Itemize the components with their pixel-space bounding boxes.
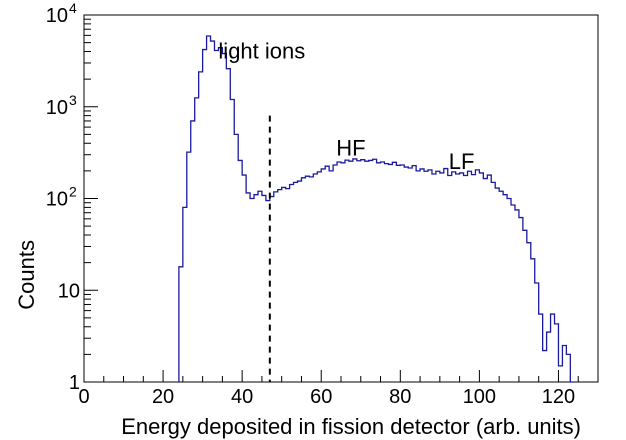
x-axis-label: Energy deposited in fission detector (ar… — [121, 414, 581, 439]
y-tick-label: 10 — [58, 280, 80, 302]
y-tick-label: 10 — [46, 189, 68, 211]
ticks — [83, 14, 599, 383]
x-tick-label: 80 — [389, 386, 411, 408]
annotation-label: light ions — [218, 39, 305, 64]
x-tick-label: 0 — [78, 386, 89, 408]
series-group — [178, 35, 575, 383]
x-tick-label: 60 — [310, 386, 332, 408]
y-tick-label: 10 — [46, 5, 68, 27]
annotations: light ions HF LF — [218, 39, 474, 174]
x-tick-label: 100 — [463, 386, 496, 408]
y-tick-exponent: 3 — [69, 92, 77, 108]
x-tick-label: 120 — [542, 386, 575, 408]
annotation-label: HF — [336, 136, 365, 161]
y-tick-label: 10 — [46, 97, 68, 119]
x-tick-label: 40 — [231, 386, 253, 408]
plot-frame — [83, 14, 599, 383]
y-tick-exponent: 2 — [69, 184, 77, 200]
axes — [83, 14, 599, 383]
y-tick-label: 1 — [69, 372, 80, 394]
y-tick-exponent: 4 — [69, 0, 77, 16]
x-tick-label: 20 — [152, 386, 174, 408]
histogram-step-line — [178, 35, 575, 383]
y-axis-label: Counts — [14, 240, 39, 310]
annotation-label: LF — [449, 149, 475, 174]
